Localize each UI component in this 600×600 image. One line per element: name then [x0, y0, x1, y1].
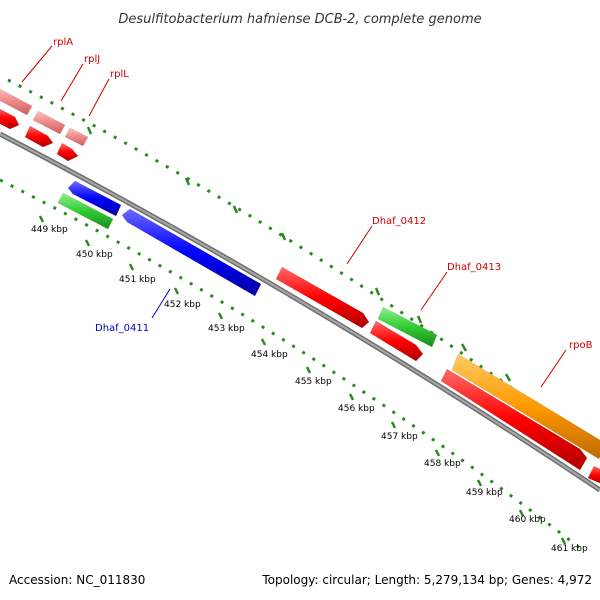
- blue-arrow-small: [67, 180, 122, 217]
- red-arrow-edge: [587, 465, 600, 484]
- ruler-label: 460 kbp: [509, 515, 546, 525]
- gene-label-Dhaf_0411: Dhaf_0411: [95, 323, 149, 334]
- ruler-label: 456 kbp: [338, 404, 375, 414]
- ruler-label: 449 kbp: [31, 225, 68, 235]
- rplL-cds-arrow: [56, 142, 79, 162]
- major-tick: [84, 239, 91, 247]
- major-tick: [348, 393, 355, 401]
- major-tick: [374, 287, 381, 296]
- Dhaf_0412-leader: [346, 225, 373, 265]
- outer-tick-track: [7, 78, 600, 454]
- accession-text: Accession: NC_011830: [9, 573, 146, 587]
- Dhaf_0413-cds-arrow: [369, 320, 424, 362]
- major-tick: [560, 537, 567, 545]
- rpoB-leader: [540, 349, 567, 388]
- ruler-labels: 449 kbp 450 kbp 451 kbp 452 kbp 453 kbp …: [31, 225, 588, 554]
- ruler-label: 450 kbp: [76, 250, 113, 260]
- major-tick: [434, 449, 441, 457]
- Dhaf_0411-gene: [121, 208, 262, 297]
- gene-labels: rplA rplJ rplL Dhaf_0411 Dhaf_0412 Dhaf_…: [53, 37, 593, 351]
- gene-label-rpoB: rpoB: [569, 340, 593, 351]
- major-tick: [476, 479, 483, 487]
- backbone-shadow: [0, 131, 600, 493]
- rplA-leader: [21, 45, 53, 83]
- gene-label-Dhaf_0413: Dhaf_0413: [447, 262, 501, 273]
- Dhaf_0412-gene: [275, 266, 370, 329]
- rplL-leader: [88, 78, 110, 117]
- major-tick: [504, 373, 512, 382]
- genome-backbone: [0, 133, 600, 491]
- major-tick: [184, 177, 191, 186]
- rplA-gene: [0, 88, 33, 116]
- major-tick: [38, 215, 45, 223]
- gene-label-rplJ: rplJ: [84, 54, 100, 65]
- major-tick: [460, 343, 468, 352]
- label-leaders: [21, 45, 567, 388]
- Dhaf_0413-leader: [420, 271, 448, 311]
- rplJ-leader: [60, 63, 84, 102]
- major-tick: [173, 287, 180, 295]
- Dhaf_0411-leader: [151, 288, 171, 319]
- rplJ-cds-arrow: [24, 125, 54, 148]
- gene-label-Dhaf_0412: Dhaf_0412: [372, 216, 426, 227]
- gene-features: [0, 88, 600, 484]
- green-gene-left: [57, 192, 114, 230]
- major-tick: [128, 263, 135, 271]
- major-tick: [86, 126, 93, 135]
- major-tick: [305, 366, 312, 374]
- gene-label-rplL: rplL: [110, 69, 129, 80]
- major-tick: [232, 205, 239, 214]
- Dhaf_0413-gene: [377, 306, 438, 348]
- major-tick: [280, 232, 287, 241]
- rplA-cds-arrow: [0, 108, 20, 130]
- ruler-label: 451 kbp: [119, 275, 156, 285]
- major-tick: [518, 509, 525, 517]
- major-tick: [217, 312, 224, 320]
- rpoB-gene: [451, 353, 600, 460]
- ruler-label: 455 kbp: [295, 377, 332, 387]
- map-title: Desulfitobacterium hafniense DCB-2, comp…: [118, 12, 481, 27]
- major-ticks: [38, 126, 567, 545]
- rplL-gene: [64, 127, 89, 147]
- ruler-label: 453 kbp: [208, 324, 245, 334]
- rpoB-cds-arrow: [440, 368, 588, 471]
- ruler-label: 457 kbp: [381, 432, 418, 442]
- ruler-label: 454 kbp: [251, 350, 288, 360]
- topology-text: Topology: circular; Length: 5,279,134 bp…: [262, 573, 592, 587]
- ruler-label: 461 kbp: [551, 544, 588, 554]
- ruler-label: 452 kbp: [164, 300, 201, 310]
- ruler-label: 458 kbp: [424, 459, 461, 469]
- rplJ-gene: [32, 110, 66, 135]
- ruler-label: 459 kbp: [466, 488, 503, 498]
- major-tick: [390, 421, 397, 429]
- major-tick: [416, 315, 423, 324]
- major-tick: [260, 338, 267, 346]
- gene-label-rplA: rplA: [53, 37, 73, 48]
